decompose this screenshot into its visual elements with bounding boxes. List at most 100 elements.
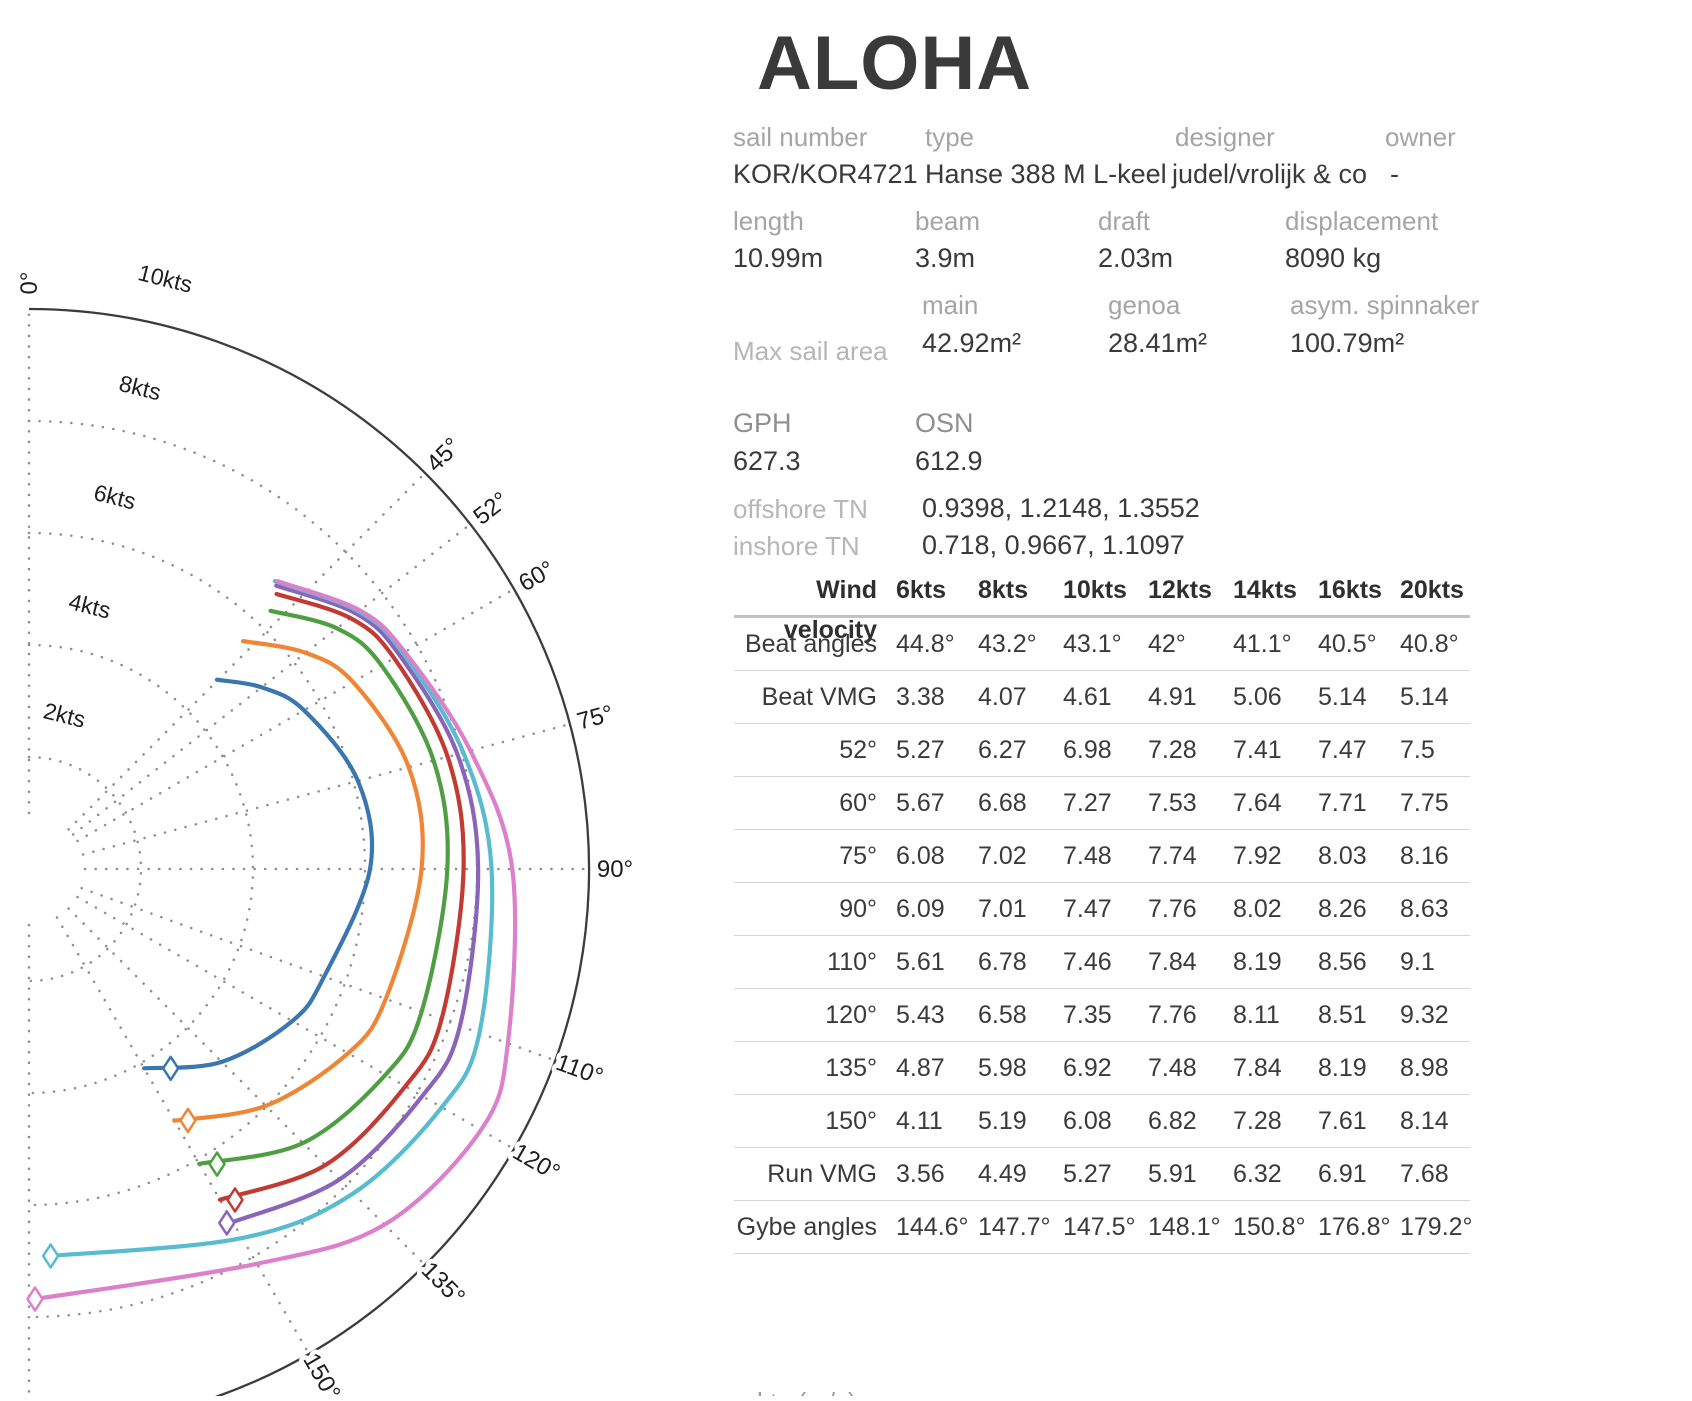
grid-radial-45 [67,471,427,831]
table-cell: 7.01 [978,895,1027,923]
table-row: 135° 4.87 5.98 6.92 7.48 7.84 8.19 8.98 [734,1042,1470,1095]
table-cell: 5.91 [1148,1160,1197,1188]
table-row-label: 120° [825,1001,877,1029]
angle-label-90: 90° [597,856,633,883]
table-row: 52° 5.27 6.27 6.98 7.28 7.41 7.47 7.5 [734,724,1470,777]
max-sail-area-caption: Max sail area [733,336,888,366]
table-header-cell: 6kts [896,576,947,604]
table-cell: 7.27 [1063,789,1112,817]
angle-label-120: 120° [508,1138,564,1186]
genoa-label: genoa [1108,290,1181,320]
table-cell: 7.5 [1400,736,1435,764]
table-row: 120° 5.43 6.58 7.35 7.76 8.11 8.51 9.32 [734,989,1470,1042]
table-cell: 8.26 [1318,895,1367,923]
inshore-tn-label: inshore TN [733,531,860,561]
table-cell: 8.11 [1233,1001,1280,1029]
offshore-tn-label: offshore TN [733,494,868,524]
table-row-label: Run VMG [767,1160,877,1188]
type-value: Hanse 388 M L-keel [925,159,1167,189]
displacement-label: displacement [1285,206,1439,236]
table-header-cell: 20kts [1400,576,1464,604]
table-cell: 7.68 [1400,1160,1449,1188]
table-cell: 42° [1148,630,1186,658]
table-cell: 40.8° [1400,630,1459,658]
table-cell: 8.19 [1233,948,1282,976]
table-row: Gybe angles 144.6° 147.7° 147.5° 148.1° 150.8… [734,1201,1473,1254]
draft-label: draft [1098,206,1151,236]
gybe-marker-6kts [161,1055,180,1082]
table-cell: 7.02 [978,842,1027,870]
table-cell: 147.5° [1063,1213,1136,1241]
table-row: 75° 6.08 7.02 7.48 7.74 7.92 8.03 8.16 [734,830,1470,883]
table-cell: 6.78 [978,948,1027,976]
table-header-cell: 16kts [1318,576,1382,604]
table-cell: 8.02 [1233,895,1282,923]
table-row: Beat VMG 3.38 4.07 4.61 4.91 5.06 5.14 5.14 [734,671,1470,724]
main-sail-value: 42.92m² [922,328,1022,358]
table-cell: 147.7° [978,1213,1051,1241]
table-cell: 8.14 [1400,1107,1449,1135]
series-6kts [141,677,375,1082]
grid-ring-8kts [27,419,479,1319]
table-cell: 4.87 [896,1054,945,1082]
table-cell: 6.27 [978,736,1027,764]
grid-ring-2kts [27,755,143,983]
table-cell: 3.38 [896,683,945,711]
table-cell: 179.2° [1400,1213,1473,1241]
designer-label: designer [1175,122,1275,152]
table-row-label: 60° [839,789,877,817]
genoa-value: 28.41m² [1108,328,1208,358]
table-row-label: 150° [825,1107,877,1135]
ring-label-8kts: 8kts [117,370,164,405]
angle-label-45: 45° [421,433,466,478]
grid-radial-52 [71,522,472,836]
table-cell: 7.64 [1233,789,1282,817]
table-cell: 7.53 [1148,789,1197,817]
table-cell: 7.47 [1318,736,1367,764]
table-cell: 7.48 [1063,842,1112,870]
grid-ring-6kts [27,531,367,1207]
series-16kts [41,579,495,1269]
beam-label: beam [915,206,981,236]
table-cell: 7.28 [1233,1107,1282,1135]
table-row: Run VMG 3.56 4.49 5.27 5.91 6.32 6.91 7.68 [734,1148,1470,1201]
gph-value: 627.3 [733,446,801,476]
table-cell: 5.14 [1400,683,1449,711]
beam-value: 3.9m [915,243,976,273]
main-sail-label: main [922,290,979,320]
table-header-cell: 12kts [1148,576,1212,604]
polar-curve-12kts [217,591,466,1202]
gybe-marker-12kts [226,1187,244,1213]
gybe-marker-10kts [208,1151,226,1177]
table-cell: 8.63 [1400,895,1449,923]
grid-radial-60 [76,587,516,843]
boat-name-title: ALOHA [757,21,1033,106]
table-cell: 6.58 [978,1001,1027,1029]
sail-number-label: sail number [733,122,868,152]
table-cell: 7.84 [1148,948,1197,976]
osn-label: OSN [915,408,974,438]
table-cell: 5.06 [1233,683,1282,711]
table-row: 150° 4.11 5.19 6.08 6.82 7.28 7.61 8.14 [734,1095,1470,1148]
table-header-cell: 8kts [978,576,1029,604]
table-cell: 5.27 [896,736,945,764]
length-value: 10.99m [733,243,824,273]
table-cell: 6.68 [978,789,1027,817]
gybe-marker-8kts [179,1107,197,1134]
table-header-row: Wind velocity 6kts 8kts 10kts 12kts 14kts 16kt… [734,570,1470,644]
table-row-label: Beat angles [744,630,877,658]
table-cell: 9.1 [1400,948,1435,976]
table-cell: 148.1° [1148,1213,1221,1241]
table-cell: 7.28 [1148,736,1197,764]
table-cell: 7.61 [1318,1107,1367,1135]
table-cell: 4.49 [978,1160,1027,1188]
table-cell: 5.19 [978,1107,1027,1135]
gybe-marker-16kts [41,1243,60,1269]
table-cell: 8.16 [1400,842,1449,870]
table-cell: 4.61 [1063,683,1112,711]
angle-label-0: 0° [16,272,43,295]
series-8kts [172,638,425,1134]
polar-curve-6kts [141,677,375,1071]
table-cell: 40.5° [1318,630,1377,658]
